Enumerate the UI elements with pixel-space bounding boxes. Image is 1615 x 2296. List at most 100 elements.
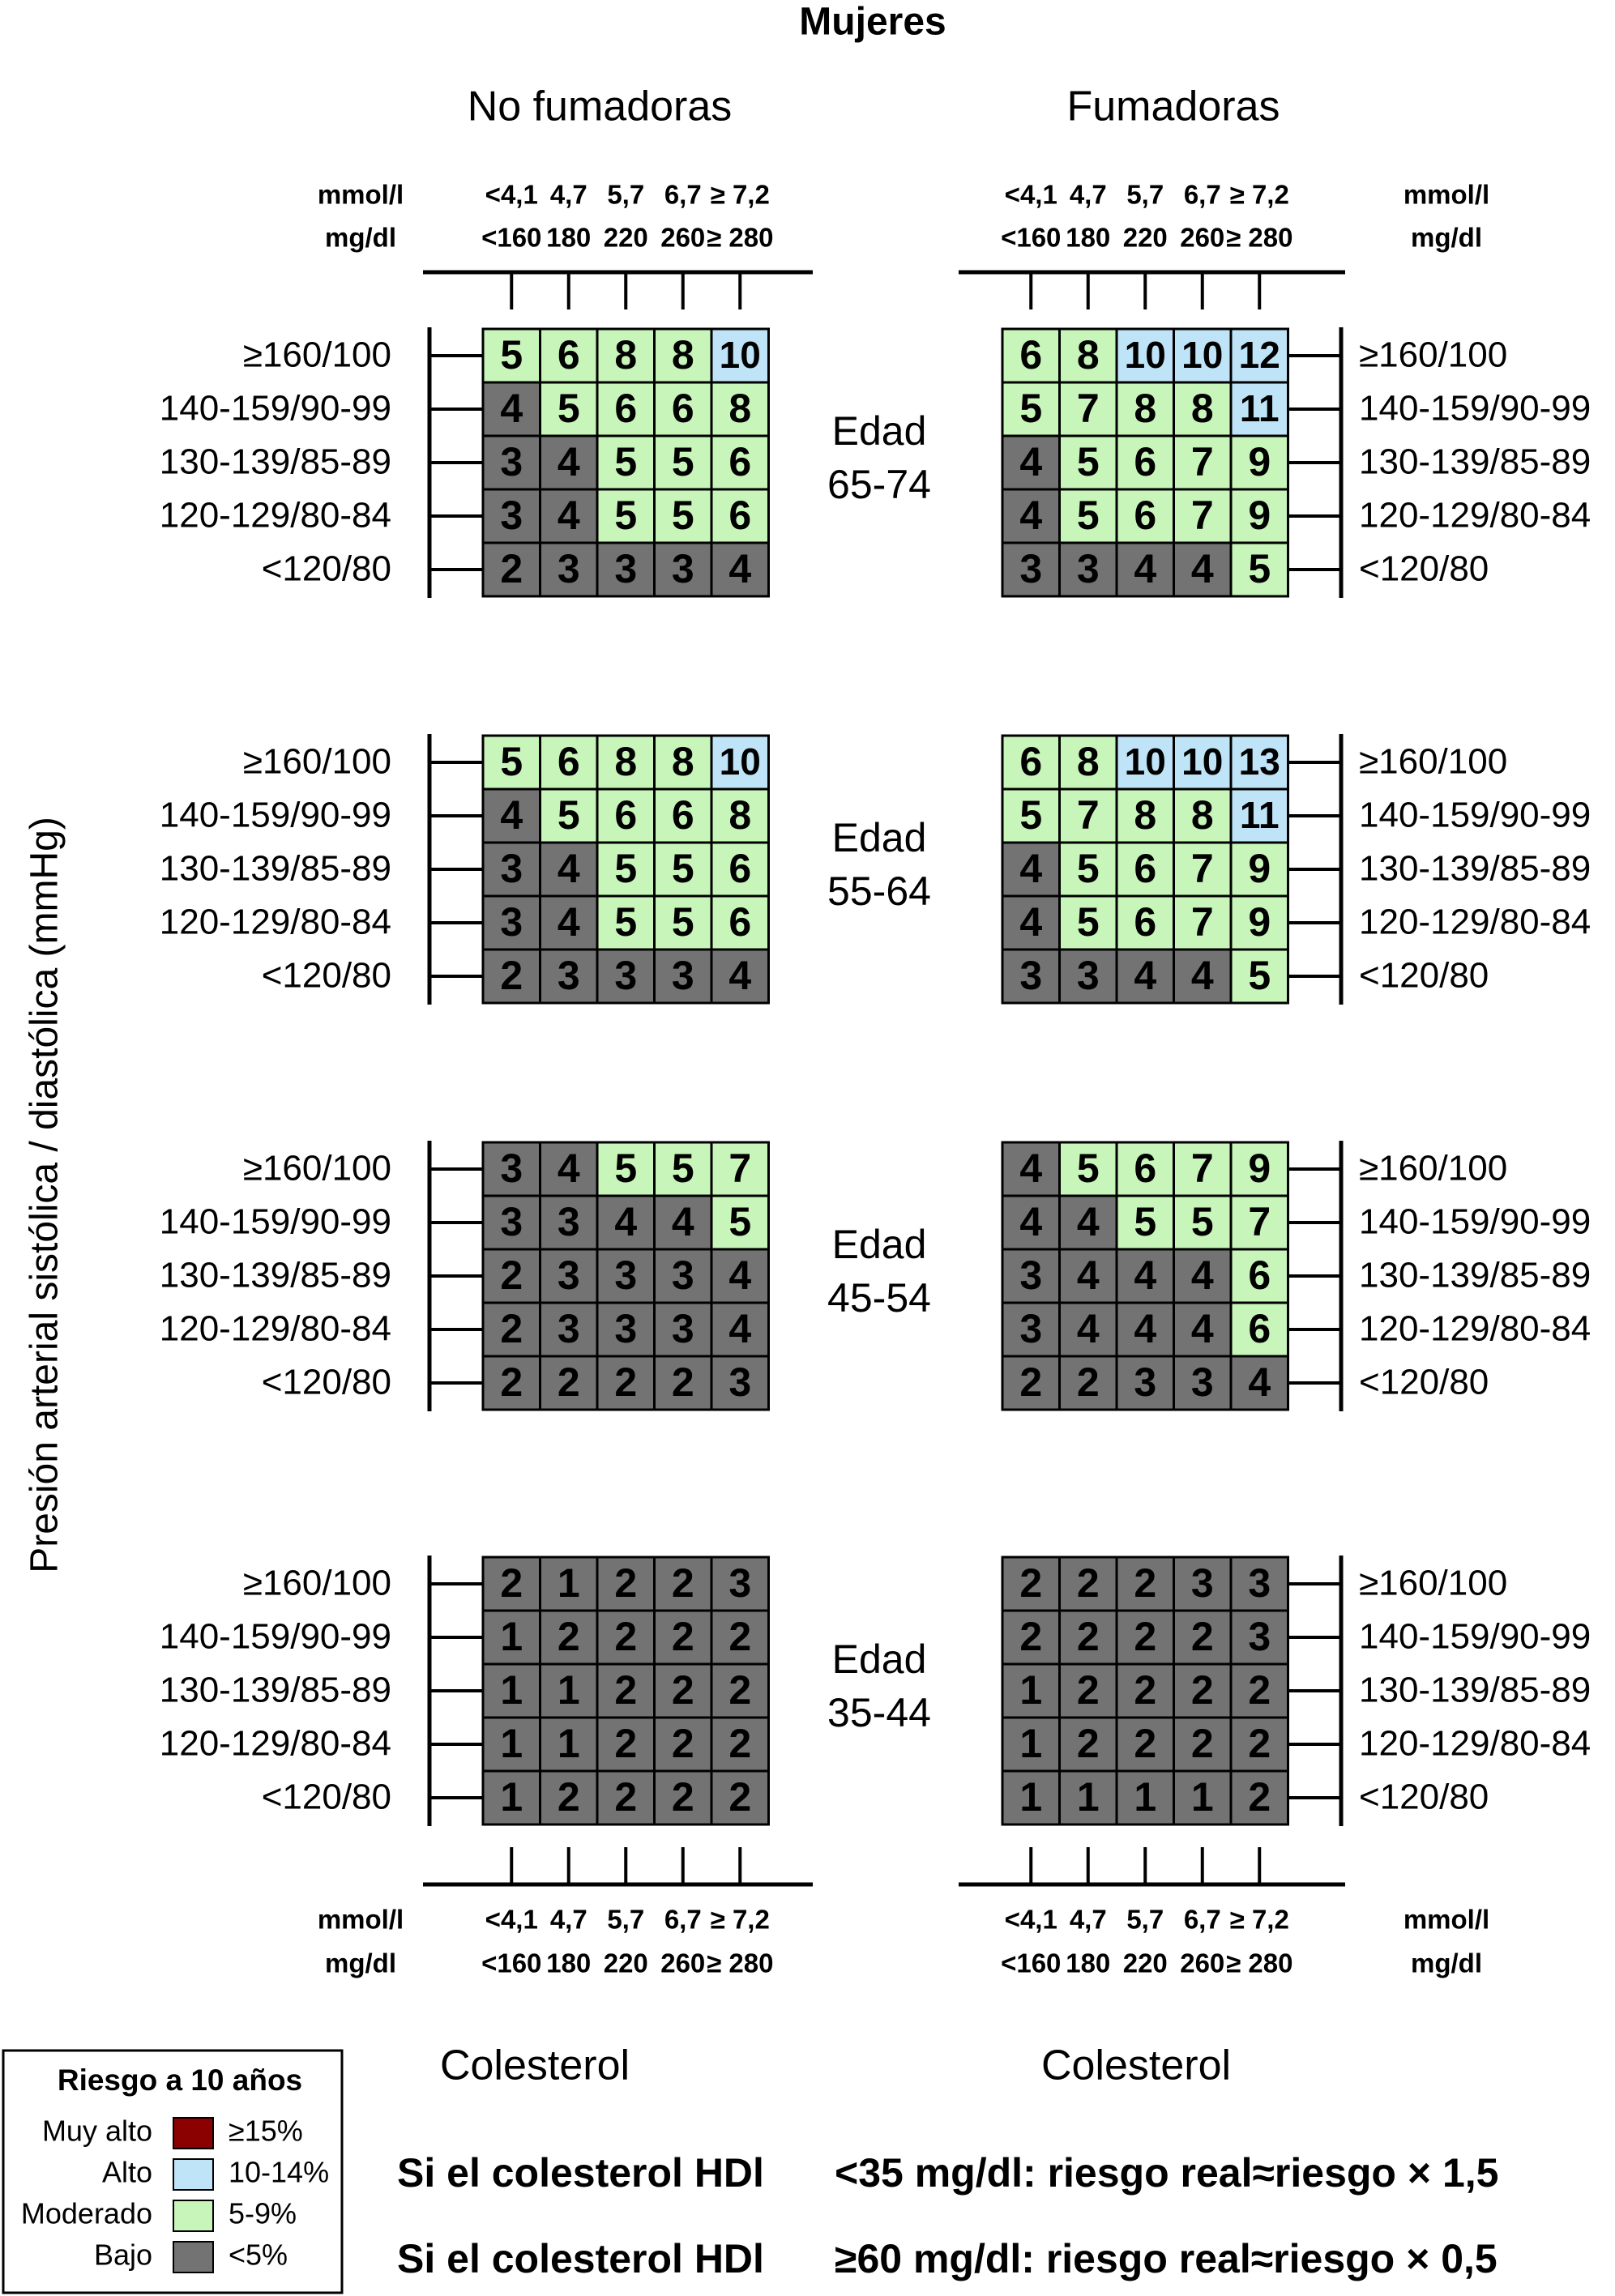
risk-cell-value: 5 bbox=[614, 846, 637, 891]
risk-cell bbox=[653, 1301, 713, 1358]
risk-cell-value: 4 bbox=[558, 439, 580, 484]
risk-cell bbox=[1058, 948, 1118, 1005]
bp-label: 140-159/90-99 bbox=[1359, 796, 1591, 835]
risk-cell-value: 4 bbox=[1191, 546, 1214, 591]
chart-title: Mujeres bbox=[799, 1, 946, 44]
risk-cell-value: 6 bbox=[1134, 493, 1156, 538]
risk-cell-value: 3 bbox=[558, 953, 580, 998]
risk-cell-value: 4 bbox=[558, 899, 580, 945]
cholesterol-mgdl-label: 260 bbox=[1180, 223, 1224, 253]
risk-cell bbox=[1229, 1194, 1289, 1251]
risk-cell bbox=[710, 1769, 770, 1826]
risk-cell bbox=[710, 488, 770, 544]
risk-cell-value: 8 bbox=[728, 792, 751, 838]
risk-cell-value: 6 bbox=[558, 739, 580, 784]
legend-item-label: Bajo bbox=[94, 2238, 152, 2272]
risk-cell bbox=[710, 1194, 770, 1251]
risk-cell-value: 2 bbox=[1191, 1721, 1214, 1766]
x-axis-label-right: Colesterol bbox=[1041, 2042, 1231, 2089]
risk-cell bbox=[1115, 1609, 1175, 1666]
risk-cell-value: 4 bbox=[728, 953, 751, 998]
risk-cell-value: 5 bbox=[672, 899, 694, 945]
risk-cell bbox=[539, 1556, 599, 1612]
risk-cell bbox=[596, 1194, 656, 1251]
risk-cell-value: 1 bbox=[500, 1667, 523, 1713]
risk-cell-value: 2 bbox=[614, 1721, 637, 1766]
risk-cell-value: 5 bbox=[614, 439, 637, 484]
risk-cell-value: 2 bbox=[1077, 1614, 1100, 1659]
risk-cell-value: 11 bbox=[1240, 387, 1280, 429]
cholesterol-mmol-label: 4,7 bbox=[1070, 180, 1107, 210]
risk-cell bbox=[1001, 841, 1061, 898]
risk-cell-value: 8 bbox=[1191, 792, 1214, 838]
risk-cell bbox=[481, 1141, 541, 1197]
risk-cell-value: 4 bbox=[500, 792, 523, 838]
risk-cell bbox=[1229, 1609, 1289, 1666]
risk-cell-value: 4 bbox=[1019, 1199, 1042, 1244]
risk-cell-value: 2 bbox=[1134, 1560, 1156, 1606]
legend-swatch bbox=[173, 2200, 214, 2232]
bp-label: 120-129/80-84 bbox=[1359, 1309, 1591, 1349]
risk-cell-value: 2 bbox=[1019, 1560, 1042, 1606]
risk-cell-value: 6 bbox=[1134, 846, 1156, 891]
risk-cell bbox=[1001, 1609, 1061, 1666]
risk-cell bbox=[710, 541, 770, 598]
risk-cell bbox=[653, 1141, 713, 1197]
risk-cell bbox=[710, 948, 770, 1005]
risk-cell bbox=[1229, 1141, 1289, 1197]
risk-cell-value: 7 bbox=[1191, 899, 1214, 945]
cholesterol-mgdl-label: 180 bbox=[1066, 1948, 1110, 1978]
bp-label: 130-139/85-89 bbox=[160, 1256, 391, 1295]
risk-cell bbox=[710, 1609, 770, 1666]
risk-cell-value: 6 bbox=[558, 332, 580, 378]
cholesterol-mmol-label: 6,7 bbox=[664, 180, 702, 210]
risk-cell-value: 3 bbox=[558, 1199, 580, 1244]
risk-cell-value: 6 bbox=[728, 846, 751, 891]
column-label-no-fumadoras: No fumadoras bbox=[468, 83, 733, 130]
bp-label: 120-129/80-84 bbox=[160, 903, 391, 942]
risk-cell bbox=[1229, 734, 1289, 791]
risk-cell bbox=[1058, 1141, 1118, 1197]
risk-cell-value: 8 bbox=[1134, 792, 1156, 838]
risk-cell bbox=[1173, 1141, 1233, 1197]
risk-cell-value: 9 bbox=[1248, 439, 1271, 484]
risk-cell bbox=[710, 327, 770, 384]
risk-cell bbox=[481, 1716, 541, 1773]
risk-cell-value: 10 bbox=[1125, 334, 1166, 376]
legend-item-label: Muy alto bbox=[42, 2115, 152, 2148]
risk-cell bbox=[1058, 1716, 1118, 1773]
risk-cell bbox=[653, 734, 713, 791]
risk-cell bbox=[1001, 1355, 1061, 1411]
risk-cell-value: 7 bbox=[1248, 1199, 1271, 1244]
risk-cell-value: 5 bbox=[672, 1146, 694, 1191]
legend-swatch bbox=[173, 2158, 214, 2191]
hdl-note-text: ≥60 mg/dl: riesgo real≈riesgo × 0,5 bbox=[835, 2236, 1498, 2281]
risk-cell-value: 2 bbox=[672, 1614, 694, 1659]
risk-cell-value: 2 bbox=[1191, 1667, 1214, 1713]
risk-cell bbox=[596, 381, 656, 437]
risk-cell-value: 4 bbox=[1019, 493, 1042, 538]
risk-cell-value: 4 bbox=[558, 493, 580, 538]
risk-cell bbox=[1115, 1769, 1175, 1826]
risk-cell-value: 6 bbox=[672, 386, 694, 431]
risk-cell-value: 10 bbox=[720, 334, 761, 376]
risk-cell bbox=[710, 381, 770, 437]
risk-cell-value: 1 bbox=[1077, 1774, 1100, 1820]
legend-item-range: 5-9% bbox=[229, 2197, 297, 2230]
cholesterol-unit-mmol: mmol/l bbox=[1404, 180, 1489, 210]
risk-cell-value: 4 bbox=[1134, 546, 1156, 591]
risk-cell-value: 2 bbox=[1134, 1667, 1156, 1713]
cholesterol-unit-mmol: mmol/l bbox=[318, 180, 404, 210]
risk-cell-value: 3 bbox=[672, 953, 694, 998]
risk-cell-value: 2 bbox=[500, 953, 523, 998]
bp-label: ≥160/100 bbox=[243, 742, 391, 782]
bp-label: 130-139/85-89 bbox=[1359, 442, 1591, 482]
risk-cell bbox=[1001, 948, 1061, 1005]
risk-cell-value: 1 bbox=[558, 1560, 580, 1606]
legend-swatch bbox=[173, 2241, 214, 2273]
bp-label: 140-159/90-99 bbox=[160, 1617, 391, 1657]
risk-cell-value: 2 bbox=[558, 1614, 580, 1659]
cholesterol-mmol-label: ≥ 7,2 bbox=[1230, 1905, 1289, 1935]
risk-cell bbox=[1173, 1301, 1233, 1358]
risk-cell bbox=[1058, 1662, 1118, 1719]
